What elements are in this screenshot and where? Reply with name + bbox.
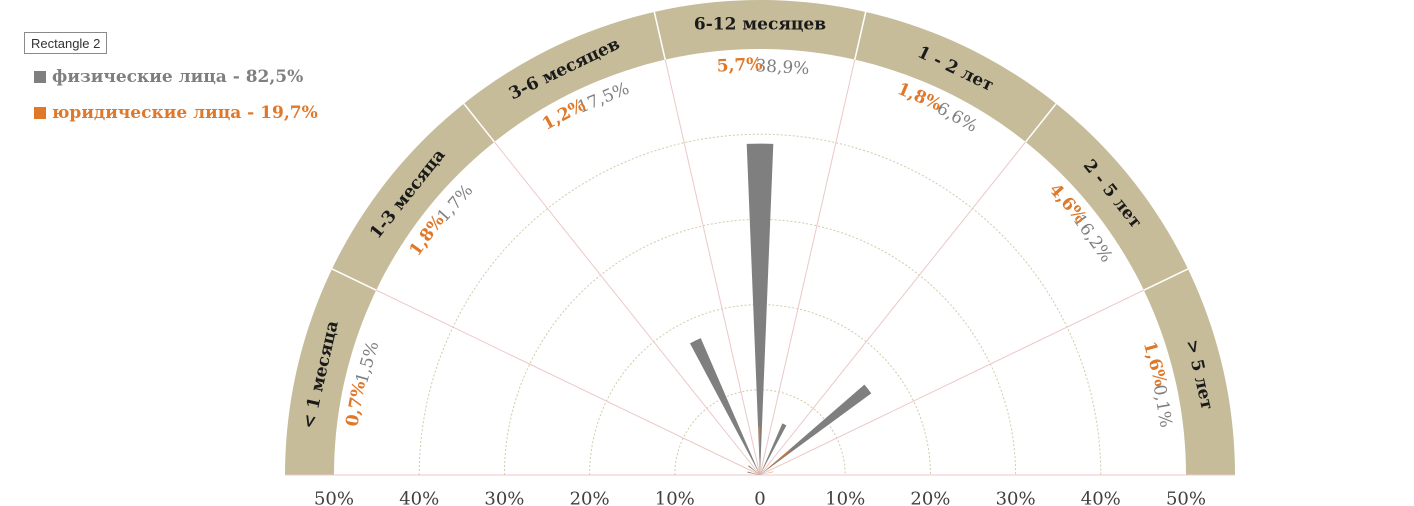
- legend-swatch-legal-entities: [34, 107, 46, 119]
- legend-item-individuals: физические лица - 82,5%: [34, 64, 318, 90]
- bar-legal-6: [760, 471, 774, 475]
- legend-item-legal-entities: юридические лица - 19,7%: [34, 100, 318, 126]
- sector-divider: [463, 103, 761, 476]
- axis-tick-label-9: 40%: [1081, 489, 1121, 506]
- bar-legal-0: [754, 473, 760, 475]
- bar-legal-1: [747, 465, 760, 475]
- bar-legal-4: [760, 460, 767, 475]
- band-divider: [653, 11, 666, 60]
- sector-divider: [331, 268, 761, 476]
- band-divider: [1025, 103, 1057, 143]
- data-label-legal-6: 1,6%: [1139, 339, 1171, 388]
- legend-label-individuals: физические лица - 82,5%: [52, 67, 304, 87]
- legend-swatch-individuals: [34, 71, 46, 83]
- bar-legal-3: [758, 426, 760, 475]
- axis-tick-label-4: 10%: [655, 489, 695, 506]
- sector-divider: [759, 103, 1057, 476]
- data-label-individuals-6: 0,1%: [1149, 383, 1176, 429]
- axis-tick-label-2: 30%: [484, 489, 524, 506]
- radial-grid: [285, 11, 1235, 476]
- band-divider: [1143, 268, 1189, 291]
- shape-name-tooltip: Rectangle 2: [24, 32, 108, 54]
- bar-legal-5: [760, 449, 791, 475]
- sector-divider: [653, 11, 761, 476]
- category-band: [285, 0, 1235, 475]
- axis-tick-label-3: 20%: [570, 489, 610, 506]
- data-label-individuals-3: 38,9%: [755, 56, 810, 79]
- band-divider: [331, 268, 377, 291]
- sector-divider: [759, 268, 1189, 476]
- axis-tick-label-7: 20%: [910, 489, 950, 506]
- grid-arc-40: [418, 133, 1102, 476]
- data-label-legal-3: 5,7%: [716, 54, 763, 76]
- axis-tick-label-6: 10%: [825, 489, 865, 506]
- bar-individuals-0: [747, 471, 760, 475]
- bar-individuals-1: [748, 465, 760, 475]
- axis-tick-label-8: 30%: [996, 489, 1036, 506]
- axis-tick-label-1: 40%: [399, 489, 439, 506]
- data-label-legal-0: 0,7%: [342, 380, 370, 429]
- bar-individuals-3: [746, 143, 774, 475]
- grid-arc-20: [589, 304, 931, 476]
- category-label-3: 6-12 месяцев: [694, 15, 826, 35]
- bar-individuals-4: [760, 423, 787, 475]
- axis-tick-label-5: 0: [754, 489, 765, 506]
- data-label-individuals-0: 1,5%: [352, 339, 383, 386]
- axis-tick-label-0: 50%: [314, 489, 354, 506]
- band-divider: [463, 103, 495, 143]
- sector-divider: [759, 11, 867, 476]
- band-divider: [854, 11, 867, 60]
- bar-individuals-2: [689, 338, 760, 475]
- legend: физические лица - 82,5% юридические лица…: [34, 64, 318, 136]
- legend-label-legal-entities: юридические лица - 19,7%: [52, 103, 318, 123]
- axis-tick-label-10: 50%: [1166, 489, 1206, 506]
- bar-legal-2: [755, 465, 760, 475]
